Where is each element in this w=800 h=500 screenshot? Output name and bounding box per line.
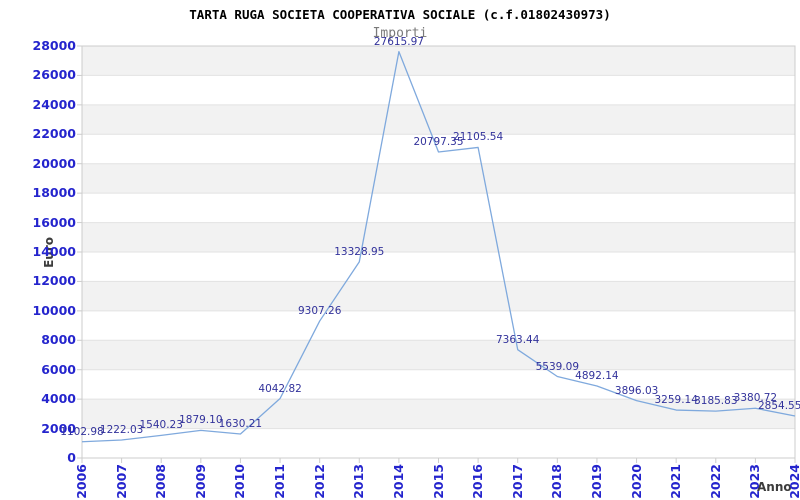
x-axis-tick-label: 2009 — [192, 464, 208, 499]
x-axis-tick-label: 2024 — [787, 464, 800, 499]
data-point-label: 3185.83 — [694, 395, 738, 408]
x-axis-tick-label: 2021 — [668, 464, 684, 499]
x-axis-tick-label: 2023 — [747, 464, 763, 499]
x-axis-tick-label: 2011 — [272, 464, 288, 499]
y-axis-tick-label: 6000 — [41, 361, 76, 377]
data-point-label: 1879.10 — [179, 414, 223, 427]
band — [82, 340, 795, 370]
y-axis-tick-label: 22000 — [32, 126, 77, 142]
x-axis-tick-label: 2020 — [628, 464, 644, 499]
data-point-label: 4042.82 — [258, 382, 302, 395]
band — [82, 104, 795, 135]
y-axis-tick-label: 10000 — [32, 302, 77, 318]
x-axis-tick-label: 2010 — [232, 464, 248, 499]
x-axis-tick-label: 2022 — [707, 464, 723, 499]
band — [82, 222, 795, 252]
y-axis-tick-label: 24000 — [32, 96, 77, 112]
data-point-label: 5539.09 — [535, 360, 580, 373]
data-point-label: 1630.21 — [218, 418, 263, 430]
band — [82, 46, 795, 76]
data-point-label: 9307.26 — [297, 305, 342, 318]
data-point-label: 27615.97 — [373, 35, 424, 48]
y-axis-tick-label: 16000 — [32, 214, 77, 230]
x-axis-tick-label: 2014 — [390, 464, 406, 499]
y-axis-tick-label: 2000 — [41, 420, 76, 436]
x-axis-tick-label: 2006 — [74, 464, 89, 499]
y-axis-tick-label: 28000 — [32, 38, 77, 53]
data-point-label: 1102.98 — [60, 425, 104, 438]
data-point-label: 3259.14 — [654, 394, 698, 406]
x-axis-tick-label: 2018 — [549, 464, 565, 499]
x-axis-tick-label: 2015 — [430, 464, 446, 499]
chart-title: TARTA RUGA SOCIETA COOPERATIVA SOCIALE (… — [189, 7, 611, 22]
band — [82, 163, 795, 194]
data-point-label: 1222.03 — [99, 424, 144, 436]
data-point-label: 21105.54 — [453, 131, 504, 144]
data-point-label: 3896.03 — [614, 384, 659, 397]
data-point-label: 20797.35 — [413, 136, 464, 148]
data-point-label: 2854.55 — [758, 400, 800, 412]
x-axis-tick-label: 2012 — [311, 464, 327, 499]
y-axis-tick-label: 0 — [67, 450, 76, 465]
y-axis-tick-label: 4000 — [41, 391, 76, 407]
x-axis-tick-label: 2017 — [509, 464, 525, 499]
x-axis-tick-label: 2016 — [470, 464, 486, 499]
y-axis-tick-label: 18000 — [32, 185, 77, 201]
plot-border — [81, 45, 796, 459]
y-axis-tick-label: 12000 — [32, 273, 77, 289]
data-point-label: 7363.44 — [495, 333, 540, 346]
series-label-importi: Importi — [372, 26, 428, 41]
data-point-label: 13328.95 — [334, 245, 385, 258]
importi-line — [81, 51, 796, 443]
x-axis-tick-label: 2008 — [153, 464, 169, 499]
y-axis-tick-label: 8000 — [41, 332, 76, 348]
band — [82, 281, 795, 311]
y-axis-tick-label: 14000 — [32, 244, 77, 259]
x-axis-tick-label: 2013 — [351, 464, 367, 499]
x-axis-tick-label: 2007 — [113, 464, 129, 499]
data-point-label: 3380.72 — [733, 392, 778, 405]
y-axis-tick-label: 20000 — [32, 155, 77, 171]
data-point-label: 4892.14 — [575, 370, 619, 382]
x-axis-title-anno: Anno — [757, 480, 792, 494]
band — [82, 399, 795, 429]
data-point-label: 1540.23 — [139, 419, 183, 432]
x-axis-tick-label: 2019 — [588, 464, 604, 499]
y-axis-tick-label: 26000 — [32, 67, 77, 83]
